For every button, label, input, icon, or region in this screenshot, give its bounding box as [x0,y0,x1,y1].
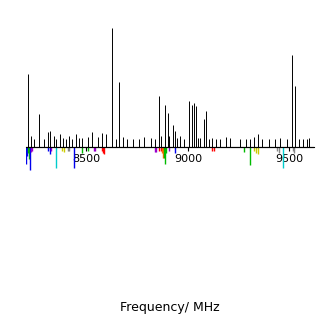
Text: Frequency/ MHz: Frequency/ MHz [120,301,220,314]
